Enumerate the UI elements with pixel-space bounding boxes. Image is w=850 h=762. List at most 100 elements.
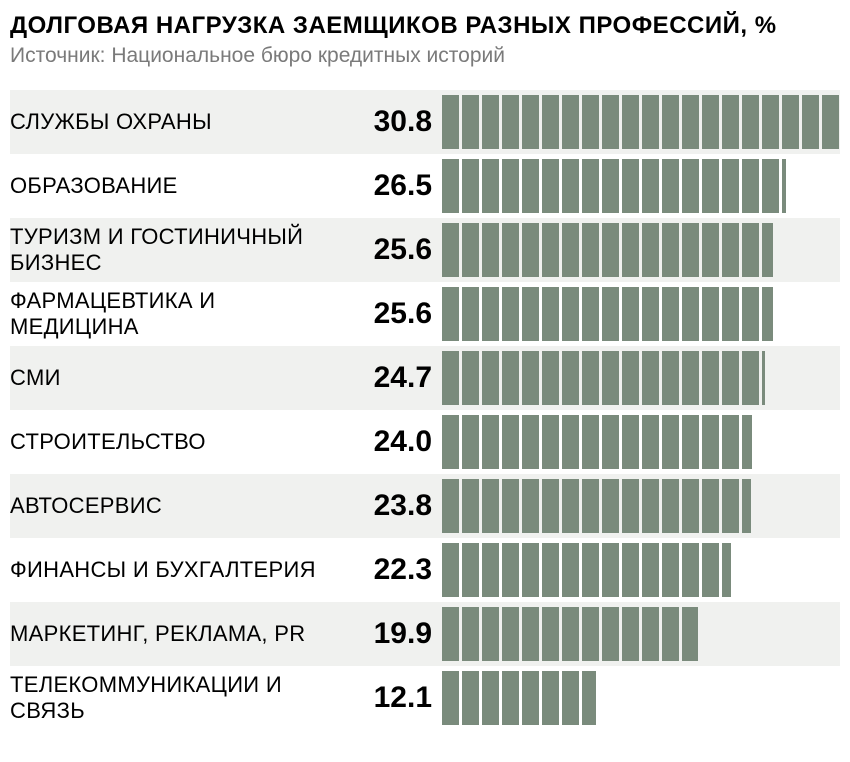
bar-segment: [502, 287, 519, 341]
bar-segment: [542, 479, 559, 533]
row-value: 24.7: [350, 361, 442, 395]
bar-segment: [542, 543, 559, 597]
row-bar: [442, 666, 840, 730]
bar-segment: [662, 415, 679, 469]
bar-segment: [502, 223, 519, 277]
bar-segment: [662, 159, 679, 213]
bar-segment: [442, 415, 459, 469]
bar-segment: [722, 223, 739, 277]
bar-segment: [622, 415, 639, 469]
bar-segment: [582, 159, 599, 213]
chart-row: АВТОСЕРВИС23.8: [10, 474, 840, 538]
bar-segment: [602, 159, 619, 213]
chart-row: СМИ24.7: [10, 346, 840, 410]
chart-row: ТУРИЗМ И ГОСТИНИЧНЫЙ БИЗНЕС25.6: [10, 218, 840, 282]
row-label: ТЕЛЕКОММУНИКАЦИИ И СВЯЗЬ: [10, 672, 350, 724]
bar-segment: [702, 95, 719, 149]
bar-segment: [682, 543, 699, 597]
bar-segment: [502, 671, 519, 725]
bar-segment: [742, 287, 759, 341]
bar-segment: [722, 159, 739, 213]
bar-segment: [522, 351, 539, 405]
bar-segment: [742, 479, 751, 533]
bar-segment: [702, 159, 719, 213]
bar-segment: [522, 415, 539, 469]
bar-segment: [562, 415, 579, 469]
bar-segment: [482, 479, 499, 533]
bar-segment: [602, 223, 619, 277]
bar-segment: [702, 415, 719, 469]
bar-segment: [482, 351, 499, 405]
chart-row: ФИНАНСЫ И БУХГАЛТЕРИЯ22.3: [10, 538, 840, 602]
bar-segment: [542, 415, 559, 469]
bar-segment: [742, 223, 759, 277]
row-bar: [442, 346, 840, 410]
bar-segment: [642, 479, 659, 533]
bar-segment: [482, 415, 499, 469]
bar-segment: [482, 95, 499, 149]
bar-segment: [662, 543, 679, 597]
bar-segment: [482, 159, 499, 213]
bar-segment: [662, 607, 679, 661]
bar-segment: [622, 607, 639, 661]
bar-segment: [602, 607, 619, 661]
bar-segment: [682, 223, 699, 277]
bar-segment: [582, 351, 599, 405]
bar-segment: [662, 95, 679, 149]
row-value: 24.0: [350, 425, 442, 459]
bar-segment: [522, 607, 539, 661]
bar-segment: [642, 287, 659, 341]
bar-segment: [522, 287, 539, 341]
bar-segment: [582, 543, 599, 597]
row-value: 26.5: [350, 169, 442, 203]
bar-segment: [562, 351, 579, 405]
bar-segment: [462, 479, 479, 533]
bar-segment: [462, 287, 479, 341]
row-label: ТУРИЗМ И ГОСТИНИЧНЫЙ БИЗНЕС: [10, 224, 350, 276]
chart-source: Источник: Национальное бюро кредитных ис…: [10, 44, 840, 68]
row-bar: [442, 282, 840, 346]
bar-segment: [822, 95, 839, 149]
bar-segment: [462, 223, 479, 277]
row-bar: [442, 602, 840, 666]
bar-segment: [582, 287, 599, 341]
chart-row: МАРКЕТИНГ, РЕКЛАМА, PR19.9: [10, 602, 840, 666]
bar-segment: [642, 415, 659, 469]
bar-segment: [562, 159, 579, 213]
row-label: СЛУЖБЫ ОХРАНЫ: [10, 109, 350, 135]
bar-segment: [562, 479, 579, 533]
bar-segment: [522, 479, 539, 533]
bar-segment: [622, 223, 639, 277]
bar-segment: [702, 543, 719, 597]
bar-segment: [662, 479, 679, 533]
bar-segment: [682, 287, 699, 341]
row-value: 25.6: [350, 233, 442, 267]
bar-segment: [622, 95, 639, 149]
chart-title: ДОЛГОВАЯ НАГРУЗКА ЗАЕМЩИКОВ РАЗНЫХ ПРОФЕ…: [10, 12, 840, 40]
bar-segment: [522, 671, 539, 725]
row-label: ФИНАНСЫ И БУХГАЛТЕРИЯ: [10, 557, 350, 583]
bar-segment: [582, 415, 599, 469]
chart-row: ОБРАЗОВАНИЕ26.5: [10, 154, 840, 218]
bar-segment: [762, 159, 779, 213]
chart-row: СЛУЖБЫ ОХРАНЫ30.8: [10, 90, 840, 154]
bar-segment: [602, 287, 619, 341]
bar-segment: [502, 95, 519, 149]
bar-segment: [442, 479, 459, 533]
bar-segment: [662, 287, 679, 341]
bar-segment: [562, 223, 579, 277]
row-bar: [442, 218, 840, 282]
bar-segment: [682, 479, 699, 533]
bar-segment: [442, 671, 459, 725]
bar-segment: [582, 479, 599, 533]
bar-segment: [482, 287, 499, 341]
bar-segment: [542, 287, 559, 341]
bar-segment: [742, 159, 759, 213]
bar-segment: [562, 607, 579, 661]
bar-segment: [622, 543, 639, 597]
row-bar: [442, 154, 840, 218]
bar-segment: [482, 607, 499, 661]
bar-segment: [442, 543, 459, 597]
bar-segment: [742, 95, 759, 149]
chart-rows: СЛУЖБЫ ОХРАНЫ30.8ОБРАЗОВАНИЕ26.5ТУРИЗМ И…: [10, 90, 840, 730]
